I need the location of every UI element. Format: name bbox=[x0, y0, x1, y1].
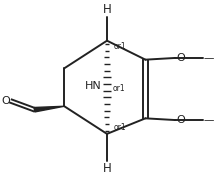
Text: O: O bbox=[176, 53, 185, 63]
Text: —: — bbox=[204, 115, 214, 125]
Text: or1: or1 bbox=[112, 84, 125, 93]
Text: O: O bbox=[1, 96, 10, 106]
Text: O: O bbox=[176, 115, 185, 125]
Text: H: H bbox=[103, 162, 111, 175]
Text: or1: or1 bbox=[113, 42, 126, 51]
Text: —: — bbox=[204, 53, 214, 63]
Text: HN: HN bbox=[85, 81, 102, 91]
Text: or1: or1 bbox=[113, 123, 126, 132]
Polygon shape bbox=[34, 106, 64, 112]
Text: H: H bbox=[103, 3, 111, 16]
